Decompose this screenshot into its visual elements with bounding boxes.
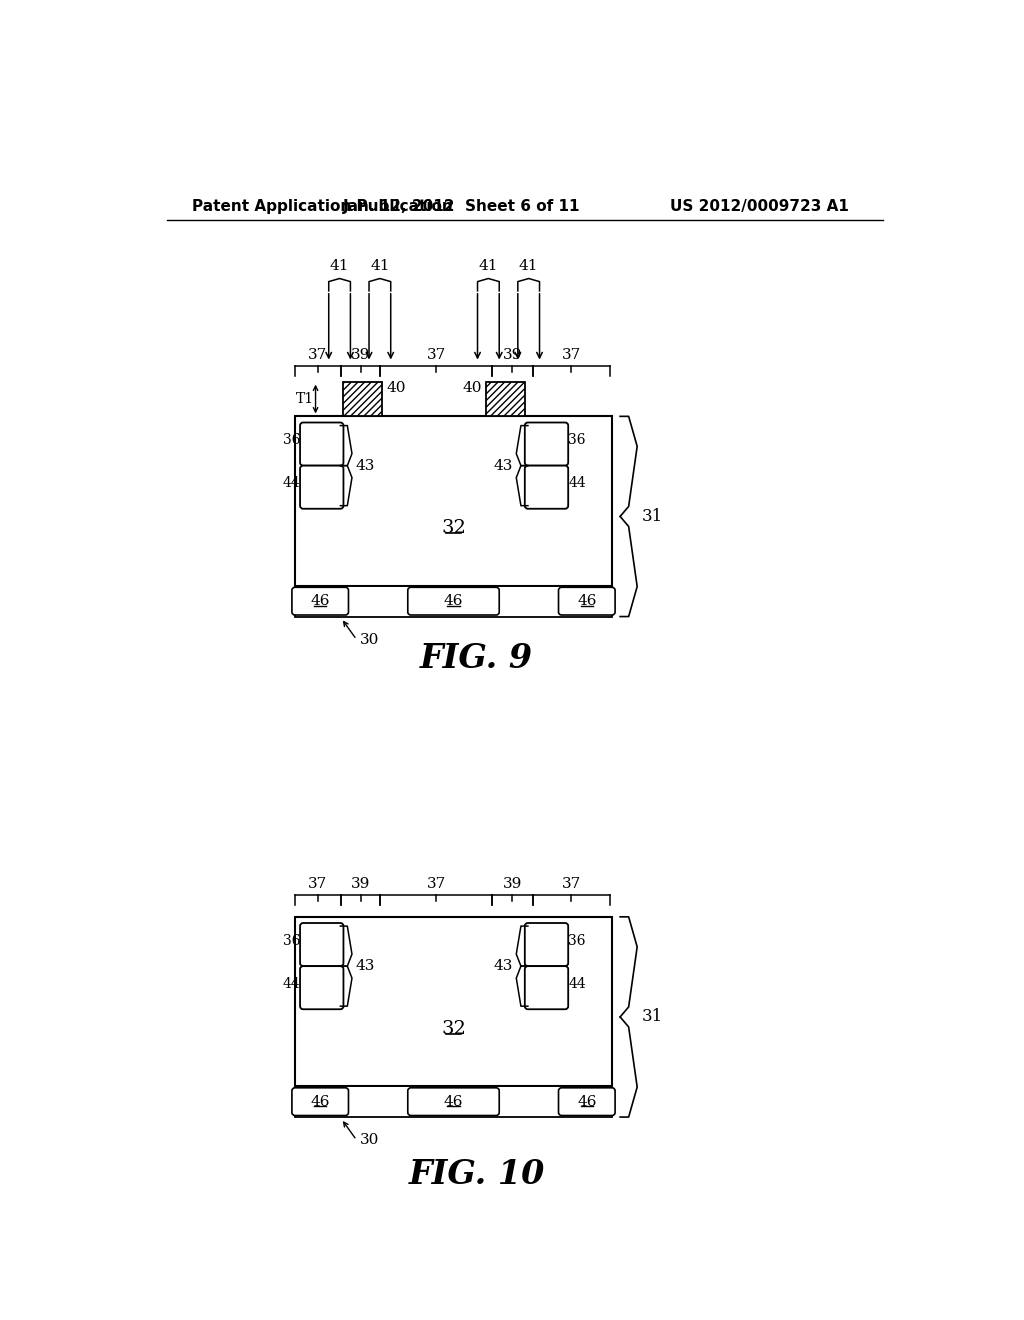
Text: 44: 44 [568,977,586,991]
Text: 46: 46 [443,594,463,609]
Text: 31: 31 [642,1008,664,1026]
FancyBboxPatch shape [292,587,348,615]
Text: 30: 30 [359,1133,379,1147]
Bar [295,1086,612,1117]
Text: 39: 39 [351,876,371,891]
FancyBboxPatch shape [292,1088,348,1115]
Text: 44: 44 [568,477,586,491]
FancyBboxPatch shape [524,466,568,508]
Text: 46: 46 [578,594,597,609]
Text: 41: 41 [519,259,539,273]
Text: Patent Application Publication: Patent Application Publication [191,198,453,214]
Text: 43: 43 [356,960,375,973]
Text: 40: 40 [463,381,482,395]
Text: 46: 46 [310,594,330,609]
Text: US 2012/0009723 A1: US 2012/0009723 A1 [671,198,849,214]
Bar [295,416,612,586]
FancyBboxPatch shape [524,422,568,466]
Text: 37: 37 [426,347,445,362]
Text: 30: 30 [359,632,379,647]
Text: 39: 39 [503,876,522,891]
Text: FIG. 10: FIG. 10 [409,1159,545,1191]
Text: 31: 31 [642,508,664,525]
Text: Jan. 12, 2012  Sheet 6 of 11: Jan. 12, 2012 Sheet 6 of 11 [342,198,580,214]
Text: 46: 46 [578,1094,597,1109]
Text: FIG. 9: FIG. 9 [420,643,534,676]
Bar [295,917,612,1086]
Text: 46: 46 [310,1094,330,1109]
FancyBboxPatch shape [408,1088,500,1115]
Text: 39: 39 [503,347,522,362]
FancyBboxPatch shape [300,923,343,966]
Text: 37: 37 [562,347,581,362]
Text: 43: 43 [356,458,375,473]
Text: 36: 36 [283,433,300,447]
FancyBboxPatch shape [300,466,343,508]
Text: 43: 43 [493,458,512,473]
Bar [295,586,612,616]
Text: 46: 46 [443,1094,463,1109]
Text: 32: 32 [441,1019,466,1038]
Text: T1: T1 [296,392,313,407]
FancyBboxPatch shape [300,966,343,1010]
Text: 43: 43 [493,960,512,973]
Text: 41: 41 [478,259,498,273]
Text: 37: 37 [308,347,328,362]
Text: 44: 44 [283,477,300,491]
Text: 37: 37 [308,876,328,891]
Text: 41: 41 [370,259,389,273]
Bar [343,381,382,416]
Text: 36: 36 [283,933,300,948]
Bar [486,381,524,416]
Text: 36: 36 [568,433,586,447]
Text: 32: 32 [441,519,466,537]
Text: 36: 36 [568,933,586,948]
FancyBboxPatch shape [524,966,568,1010]
Text: 44: 44 [283,977,300,991]
FancyBboxPatch shape [524,923,568,966]
Text: 41: 41 [330,259,349,273]
FancyBboxPatch shape [558,587,615,615]
FancyBboxPatch shape [558,1088,615,1115]
Text: 40: 40 [386,381,406,395]
Text: 37: 37 [562,876,581,891]
Text: 39: 39 [351,347,371,362]
FancyBboxPatch shape [408,587,500,615]
Text: 37: 37 [426,876,445,891]
FancyBboxPatch shape [300,422,343,466]
